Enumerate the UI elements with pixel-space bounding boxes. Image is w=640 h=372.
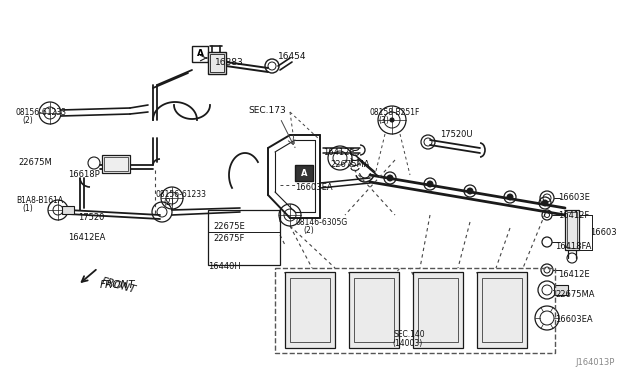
Text: 16418FA: 16418FA	[555, 242, 591, 251]
Text: (2): (2)	[22, 116, 33, 125]
Text: FRONT: FRONT	[100, 276, 137, 295]
Text: 08156-61233: 08156-61233	[16, 108, 67, 117]
Text: 22675M: 22675M	[18, 158, 52, 167]
Text: J164013P: J164013P	[575, 358, 614, 367]
Circle shape	[467, 188, 473, 194]
Text: 16603E: 16603E	[558, 193, 590, 202]
Bar	[208, 210, 280, 265]
Text: SEC.140: SEC.140	[393, 330, 424, 339]
Text: A: A	[301, 169, 307, 177]
Bar	[62, 206, 74, 214]
Text: 16412E: 16412E	[323, 148, 355, 157]
Text: 22675MA: 22675MA	[555, 290, 595, 299]
Text: 16883: 16883	[215, 58, 244, 67]
Circle shape	[542, 200, 548, 206]
Text: 16412F: 16412F	[558, 211, 589, 220]
Text: 08146-6305G: 08146-6305G	[295, 218, 348, 227]
Text: 08156-61233: 08156-61233	[156, 190, 207, 199]
Bar	[295, 165, 313, 181]
Bar	[210, 54, 224, 72]
Bar	[285, 272, 335, 348]
Text: 22675F: 22675F	[213, 234, 244, 243]
Text: SEC.173: SEC.173	[248, 106, 285, 115]
Text: 16440H: 16440H	[208, 262, 241, 271]
Bar	[208, 52, 226, 74]
Text: 16412EA: 16412EA	[68, 233, 106, 242]
Text: B1A8-B161A: B1A8-B161A	[16, 196, 63, 205]
Text: (1): (1)	[22, 204, 33, 213]
Bar	[413, 272, 463, 348]
Text: FRONT: FRONT	[100, 280, 136, 290]
Text: 16603EA: 16603EA	[295, 183, 333, 192]
Text: 17520U: 17520U	[440, 130, 472, 139]
Text: 16412E: 16412E	[558, 270, 589, 279]
Bar	[290, 278, 330, 342]
Bar	[102, 155, 130, 173]
Text: (2): (2)	[303, 226, 314, 235]
Circle shape	[427, 181, 433, 187]
Text: 22675MA: 22675MA	[330, 160, 369, 169]
Bar	[104, 157, 128, 171]
Bar	[192, 46, 208, 62]
Text: 22675E: 22675E	[213, 222, 244, 231]
Circle shape	[390, 118, 394, 122]
Text: 16603: 16603	[590, 228, 616, 237]
Text: (3): (3)	[378, 116, 389, 125]
Bar	[418, 278, 458, 342]
Bar	[354, 278, 394, 342]
Text: 17520: 17520	[78, 213, 104, 222]
Bar	[482, 278, 522, 342]
Text: 08158-B251F: 08158-B251F	[370, 108, 420, 117]
Circle shape	[387, 175, 393, 181]
Bar	[554, 285, 568, 295]
Text: (2): (2)	[163, 198, 173, 207]
Bar	[567, 212, 577, 248]
Bar	[349, 272, 399, 348]
Bar	[275, 268, 555, 353]
Text: 16603EA: 16603EA	[555, 315, 593, 324]
Text: 16618P: 16618P	[68, 170, 100, 179]
Bar	[565, 210, 579, 250]
Bar	[477, 272, 527, 348]
Text: (14003): (14003)	[392, 339, 422, 348]
Text: 16454: 16454	[278, 52, 307, 61]
Circle shape	[507, 194, 513, 200]
Text: A: A	[196, 49, 204, 58]
